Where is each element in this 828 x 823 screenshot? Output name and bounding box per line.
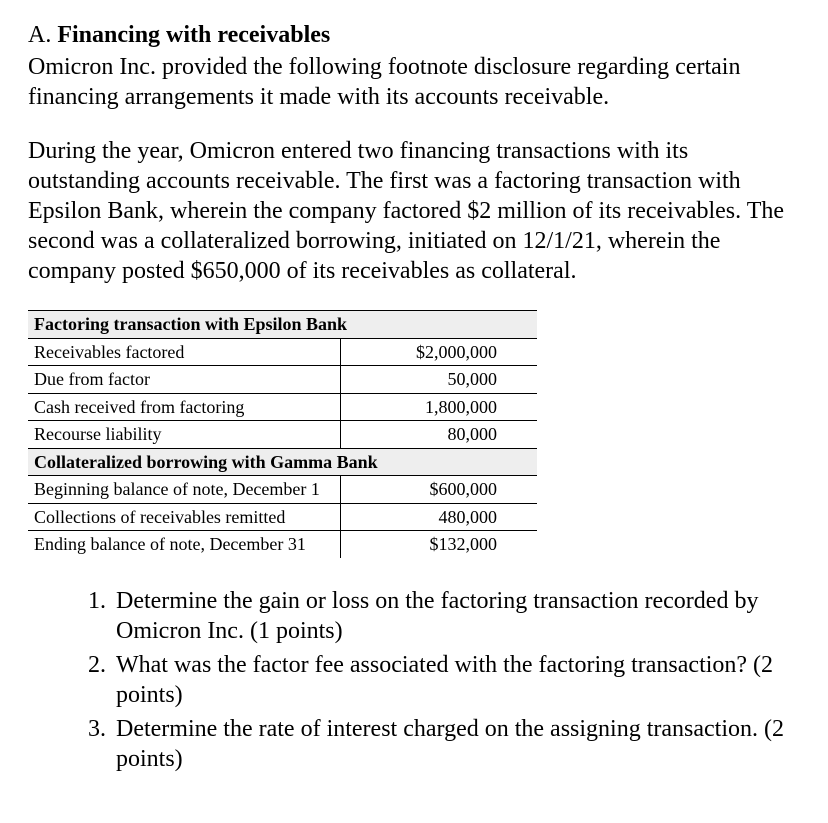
row-value: 1,800,000	[341, 393, 538, 421]
row-label: Collections of receivables remitted	[28, 503, 341, 531]
questions-list: 1. Determine the gain or loss on the fac…	[28, 586, 800, 774]
table-row: Due from factor 50,000	[28, 366, 537, 394]
row-value: 50,000	[341, 366, 538, 394]
financing-table: Factoring transaction with Epsilon Bank …	[28, 310, 537, 558]
row-label: Receivables factored	[28, 338, 341, 366]
row-label: Beginning balance of note, December 1	[28, 476, 341, 504]
section-letter: A.	[28, 22, 51, 48]
table-row: Recourse liability 80,000	[28, 421, 537, 449]
row-label: Cash received from factoring	[28, 393, 341, 421]
section-title: Financing with receivables	[57, 22, 330, 48]
row-value: $132,000	[341, 531, 538, 558]
section-heading: A. Financing with receivables	[28, 20, 800, 50]
question-item: 3. Determine the rate of interest charge…	[88, 714, 800, 774]
body-paragraph: During the year, Omicron entered two fin…	[28, 136, 800, 286]
row-value: 80,000	[341, 421, 538, 449]
question-number: 1.	[88, 586, 116, 646]
table-row: Cash received from factoring 1,800,000	[28, 393, 537, 421]
row-label: Recourse liability	[28, 421, 341, 449]
question-item: 1. Determine the gain or loss on the fac…	[88, 586, 800, 646]
table-row: Beginning balance of note, December 1 $6…	[28, 476, 537, 504]
question-text: What was the factor fee associated with …	[116, 650, 800, 710]
row-label: Due from factor	[28, 366, 341, 394]
question-number: 3.	[88, 714, 116, 774]
row-value: $2,000,000	[341, 338, 538, 366]
row-value: $600,000	[341, 476, 538, 504]
table-section-header-1: Factoring transaction with Epsilon Bank	[28, 311, 537, 339]
table-row: Ending balance of note, December 31 $132…	[28, 531, 537, 558]
question-text: Determine the gain or loss on the factor…	[116, 586, 800, 646]
row-label: Ending balance of note, December 31	[28, 531, 341, 558]
table-section-header-2: Collateralized borrowing with Gamma Bank	[28, 448, 537, 476]
row-value: 480,000	[341, 503, 538, 531]
intro-paragraph: Omicron Inc. provided the following foot…	[28, 52, 800, 112]
question-number: 2.	[88, 650, 116, 710]
table-row: Receivables factored $2,000,000	[28, 338, 537, 366]
question-text: Determine the rate of interest charged o…	[116, 714, 800, 774]
question-item: 2. What was the factor fee associated wi…	[88, 650, 800, 710]
table-row: Collections of receivables remitted 480,…	[28, 503, 537, 531]
